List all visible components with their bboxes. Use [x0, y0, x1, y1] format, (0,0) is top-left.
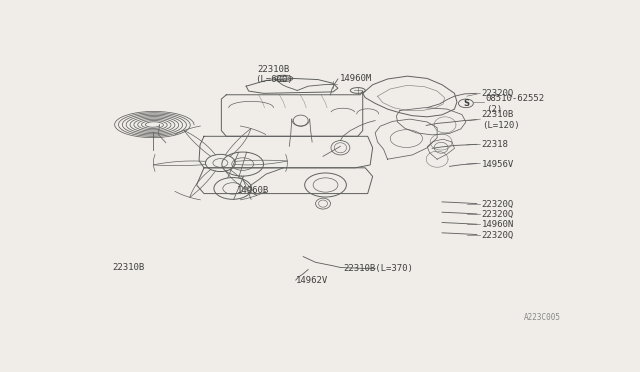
Text: 22320Q: 22320Q [482, 200, 514, 209]
Text: 22310B
(L=600): 22310B (L=600) [255, 65, 292, 84]
Text: 14960M: 14960M [340, 74, 372, 83]
Text: 14962V: 14962V [296, 276, 328, 285]
Text: 22318: 22318 [482, 140, 509, 150]
Text: 08510-62552
(2): 08510-62552 (2) [486, 94, 545, 113]
Text: 22320Q: 22320Q [482, 89, 514, 99]
Text: 14956V: 14956V [482, 160, 514, 169]
Text: 14960N: 14960N [482, 220, 514, 229]
Text: 22310B: 22310B [112, 263, 144, 272]
Text: 14960B: 14960B [237, 186, 269, 195]
Text: 22310B(L=370): 22310B(L=370) [343, 264, 413, 273]
Text: 22320Q: 22320Q [482, 210, 514, 219]
Text: S: S [463, 99, 469, 108]
Text: 22310B
(L=120): 22310B (L=120) [482, 110, 520, 130]
Text: 22320Q: 22320Q [482, 231, 514, 240]
Text: A223C005: A223C005 [524, 313, 561, 322]
